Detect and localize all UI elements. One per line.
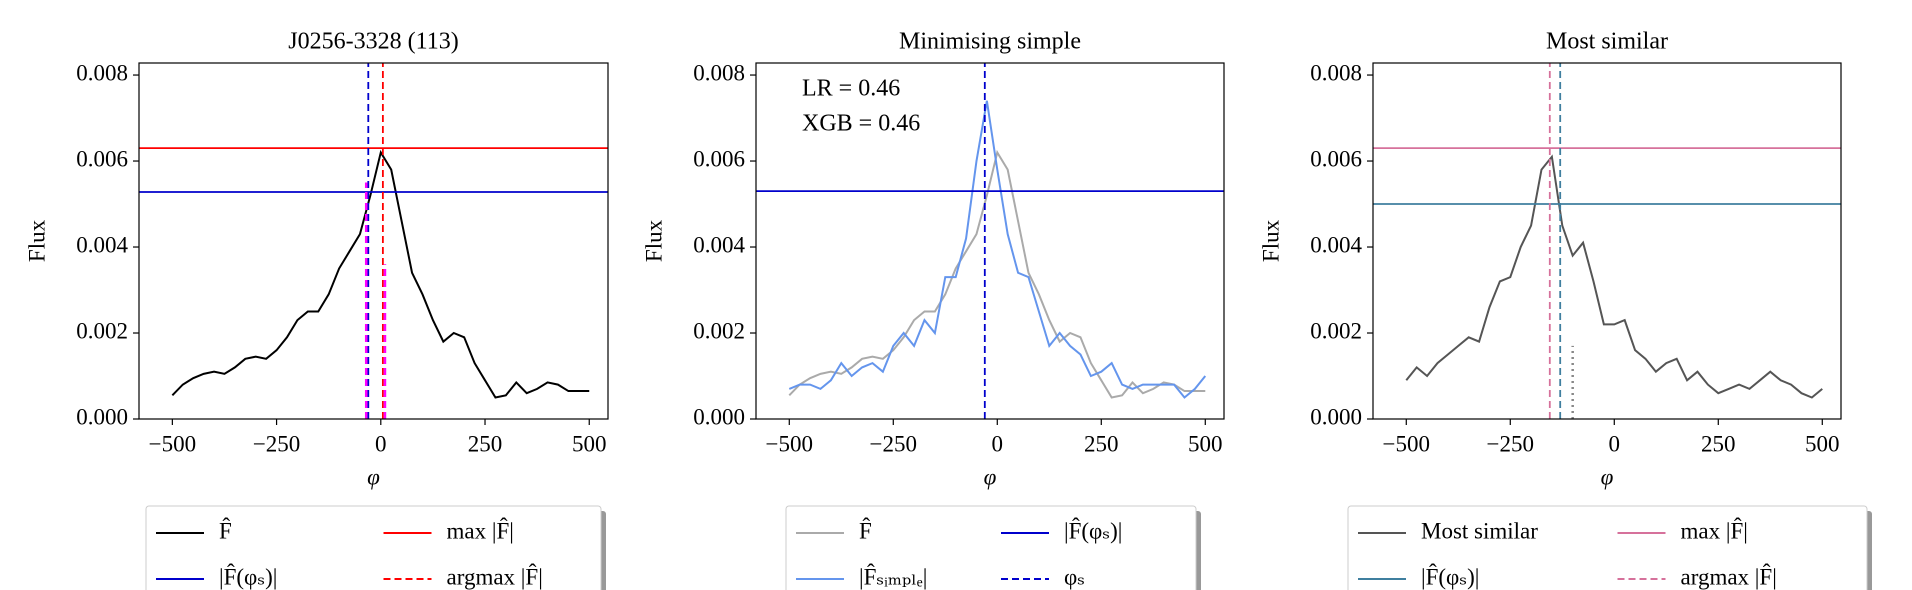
- legend-label: |F̂(φₛ)|: [219, 563, 277, 589]
- x-tick-label: 0: [992, 431, 1004, 456]
- axes-frame: [755, 62, 1225, 420]
- x-tick-label: 250: [1084, 431, 1119, 456]
- x-tick-label: −250: [1487, 431, 1534, 456]
- y-axis-label: Flux: [24, 219, 49, 262]
- x-tick-label: −250: [870, 431, 917, 456]
- panel-title: Minimising simple: [899, 29, 1081, 55]
- series-line: [788, 149, 1206, 399]
- plot-area: [1373, 63, 1841, 419]
- legend-label: F̂: [219, 517, 232, 543]
- legend-label: |F̂(φₛ)|: [1064, 517, 1122, 543]
- y-tick-label: 0.002: [76, 318, 128, 343]
- y-tick-label: 0.000: [76, 404, 128, 429]
- x-tick-label: 0: [375, 431, 387, 456]
- x-tick-label: −250: [253, 431, 300, 456]
- legend-label: |F̂ₛᵢₘₚₗₑ|: [859, 563, 927, 589]
- plot-area: [756, 63, 1224, 419]
- series-line: [788, 100, 1207, 399]
- x-tick-label: 250: [468, 431, 503, 456]
- y-tick-label: 0.000: [693, 404, 745, 429]
- legend-box: [785, 505, 1197, 590]
- legend-box: [1347, 505, 1868, 590]
- x-axis-label: φ: [1601, 464, 1614, 489]
- series-line: [1405, 154, 1823, 399]
- y-tick-label: 0.006: [693, 146, 745, 171]
- x-tick-label: −500: [766, 431, 813, 456]
- legend-label: argmax |F̂|: [447, 563, 543, 589]
- legend: F̂ |F̂(φₛ)| max |F̂| argmax |F̂|: [145, 505, 606, 590]
- y-tick-label: 0.004: [76, 232, 128, 257]
- legend-label: argmax |F̂|: [1681, 563, 1777, 589]
- panel-title: J0256-3328 (113): [288, 29, 458, 55]
- legend-box: [145, 505, 602, 590]
- series-line: [171, 149, 590, 399]
- plot-area: [139, 63, 608, 419]
- axes-frame: [138, 62, 609, 420]
- y-tick-label: 0.000: [1310, 404, 1362, 429]
- panel: Minimising simple φ Flux −500 −250 0 250 500 0.0…: [641, 29, 1225, 590]
- legend-label: |F̂(φₛ)|: [1421, 563, 1479, 589]
- y-axis-label: Flux: [641, 219, 666, 262]
- y-tick-label: 0.002: [1310, 318, 1362, 343]
- y-tick-label: 0.004: [693, 232, 745, 257]
- axes-frame: [1372, 62, 1842, 420]
- x-axis-label: φ: [367, 464, 380, 489]
- x-tick-label: −500: [149, 431, 196, 456]
- y-tick-label: 0.002: [693, 318, 745, 343]
- y-tick-label: 0.006: [1310, 146, 1362, 171]
- legend: Most similar |F̂(φₛ)| max |F̂| argmax |F̂|: [1347, 505, 1872, 590]
- y-tick-label: 0.008: [1310, 60, 1362, 85]
- annotation: XGB = 0.46: [802, 111, 920, 137]
- y-axis-label: Flux: [1258, 219, 1283, 262]
- panel: Most similar φ Flux −500 −250 0 250 500 0.000 0.0…: [1258, 29, 1872, 590]
- legend-label: Most similar: [1421, 518, 1538, 543]
- legend-label: φₛ: [1064, 564, 1085, 589]
- panel: J0256-3328 (113) φ Flux −500 −250 0 250 500 0.00…: [24, 29, 609, 590]
- legend-label: max |F̂|: [447, 517, 514, 543]
- x-tick-label: −500: [1383, 431, 1430, 456]
- annotation: LR = 0.46: [802, 76, 900, 102]
- x-tick-label: 500: [1188, 431, 1223, 456]
- legend-label: max |F̂|: [1681, 517, 1748, 543]
- y-tick-label: 0.008: [76, 60, 128, 85]
- y-tick-label: 0.006: [76, 146, 128, 171]
- y-tick-label: 0.008: [693, 60, 745, 85]
- x-tick-label: 500: [1805, 431, 1840, 456]
- x-axis-label: φ: [984, 464, 997, 489]
- panel-title: Most similar: [1546, 29, 1668, 55]
- y-tick-label: 0.004: [1310, 232, 1362, 257]
- x-tick-label: 0: [1609, 431, 1621, 456]
- legend-label: F̂: [859, 517, 872, 543]
- x-tick-label: 250: [1701, 431, 1736, 456]
- legend: F̂ |F̂ₛᵢₘₚₗₑ| |F̂(φₛ)| φₛ: [785, 505, 1201, 590]
- x-tick-label: 500: [572, 431, 607, 456]
